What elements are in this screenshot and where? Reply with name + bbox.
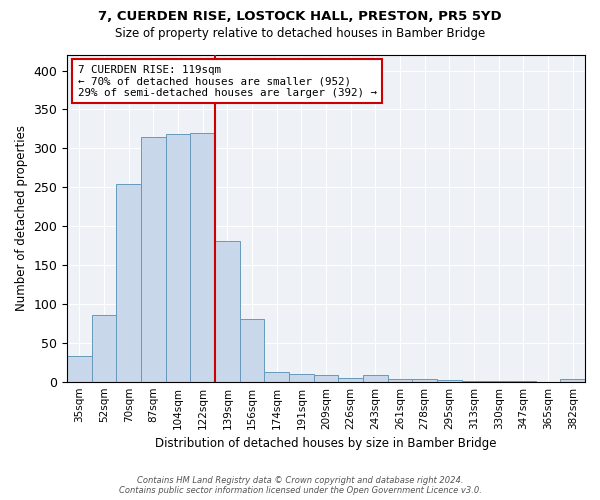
Bar (314, 376, 338, 382)
Bar (240, 320, 265, 382)
Bar (190, 133, 215, 382)
Bar (67, 356, 92, 382)
Bar (141, 136, 166, 382)
Bar (265, 372, 289, 382)
Y-axis label: Number of detached properties: Number of detached properties (15, 126, 28, 312)
Text: 7, CUERDEN RISE, LOSTOCK HALL, PRESTON, PR5 5YD: 7, CUERDEN RISE, LOSTOCK HALL, PRESTON, … (98, 10, 502, 23)
Bar (560, 380, 585, 382)
Bar (338, 378, 363, 382)
Text: Size of property relative to detached houses in Bamber Bridge: Size of property relative to detached ho… (115, 28, 485, 40)
Bar (388, 378, 412, 382)
Bar (412, 380, 437, 382)
Bar (92, 315, 116, 382)
Text: Contains HM Land Registry data © Crown copyright and database right 2024.
Contai: Contains HM Land Registry data © Crown c… (119, 476, 481, 495)
Bar (363, 376, 388, 382)
Bar (437, 380, 462, 382)
X-axis label: Distribution of detached houses by size in Bamber Bridge: Distribution of detached houses by size … (155, 437, 497, 450)
Bar (487, 381, 511, 382)
Bar (215, 241, 240, 382)
Bar (511, 381, 536, 382)
Bar (166, 134, 190, 382)
Bar (462, 381, 487, 382)
Bar (116, 184, 141, 382)
Bar (289, 374, 314, 382)
Text: 7 CUERDEN RISE: 119sqm
← 70% of detached houses are smaller (952)
29% of semi-de: 7 CUERDEN RISE: 119sqm ← 70% of detached… (77, 65, 377, 98)
